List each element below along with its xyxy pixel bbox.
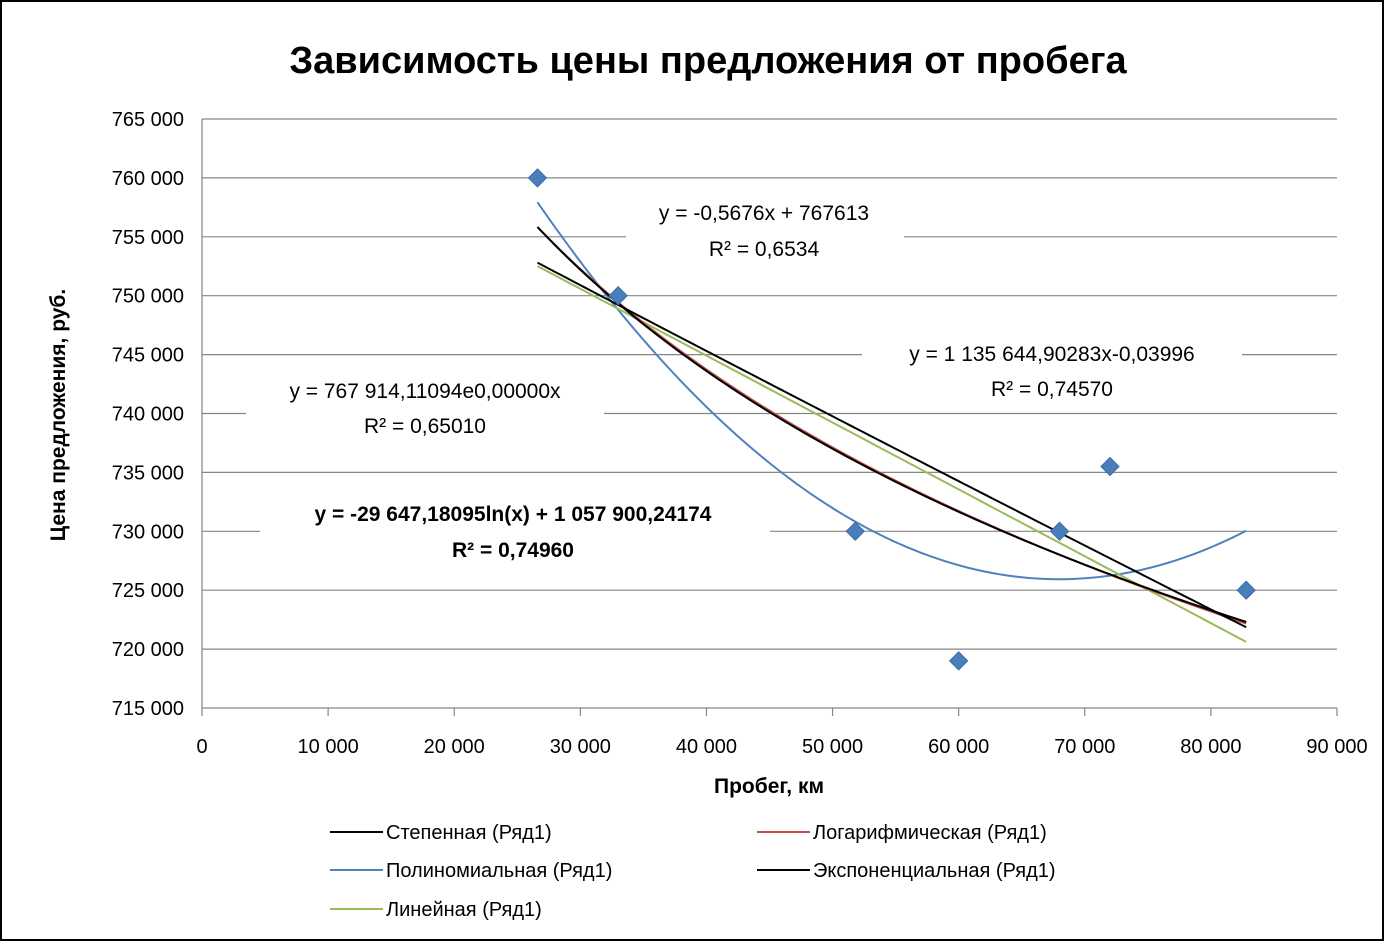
equation-power-r2: R² = 0,74570 — [991, 378, 1113, 401]
x-tick-labels: 0 10 000 20 000 30 000 40 000 50 000 60 000 70 … — [196, 736, 1367, 758]
data-point — [608, 285, 628, 306]
data-point — [1236, 580, 1256, 600]
legend-label-poly: Полиномиальная (Ряд1) — [386, 860, 612, 882]
equation-linear-formula: y = -0,5676x + 767613 — [659, 202, 869, 225]
y-tick-label: 765 000 — [112, 109, 184, 131]
trendlines — [536, 201, 1247, 643]
legend-label-log: Логарифмическая (Ряд1) — [813, 822, 1047, 844]
x-axis-title: Пробег, км — [714, 775, 824, 798]
equation-linear: y = -0,5676x + 767613 R² = 0,6534 — [626, 194, 904, 268]
x-tick-label: 40 000 — [676, 736, 737, 758]
y-axis-title: Цена предложения, руб. — [47, 289, 70, 541]
legend-item-power: Степенная (Ряд1) — [330, 822, 552, 844]
legend-item-linear: Линейная (Ряд1) — [330, 899, 542, 921]
y-tick-label: 760 000 — [112, 168, 184, 190]
y-tick-label: 715 000 — [112, 698, 184, 720]
trendline-linear — [536, 265, 1247, 643]
y-tick-label: 730 000 — [112, 521, 184, 543]
legend-label-linear: Линейная (Ряд1) — [386, 899, 542, 921]
equation-power-formula: y = 1 135 644,90283x-0,03996 — [909, 343, 1195, 366]
y-tick-label: 755 000 — [112, 227, 184, 249]
x-tick-label: 0 — [196, 736, 207, 758]
equation-linear-r2: R² = 0,6534 — [709, 238, 820, 261]
data-point — [1100, 456, 1120, 477]
trendline-exp — [536, 261, 1247, 629]
y-tick-label: 725 000 — [112, 580, 184, 602]
y-tick-label: 735 000 — [112, 462, 184, 484]
trendline-poly2 — [536, 201, 1247, 581]
x-tick-label: 60 000 — [928, 736, 989, 758]
legend-label-power: Степенная (Ряд1) — [386, 822, 552, 844]
data-points — [527, 168, 1256, 671]
trendline-power — [536, 226, 1247, 623]
x-tick-label: 50 000 — [802, 736, 863, 758]
y-tick-label: 750 000 — [112, 286, 184, 308]
y-tick-label: 720 000 — [112, 639, 184, 661]
x-tick-label: 80 000 — [1180, 736, 1241, 758]
equation-logarithmic-r2: R² = 0,74960 — [452, 539, 574, 562]
legend: Степенная (Ряд1) Логарифмическая (Ряд1) … — [330, 822, 1056, 921]
x-tick-label: 10 000 — [298, 736, 359, 758]
y-tick-label: 740 000 — [112, 404, 184, 426]
legend-item-exp: Экспоненциальная (Ряд1) — [757, 860, 1056, 882]
data-point — [527, 168, 548, 188]
equation-exponential-formula: y = 767 914,11094e0,00000x — [289, 380, 561, 403]
legend-item-poly: Полиномиальная (Ряд1) — [330, 860, 612, 882]
equation-exponential: y = 767 914,11094e0,00000x R² = 0,65010 — [246, 372, 604, 442]
x-tick-label: 20 000 — [424, 736, 485, 758]
legend-label-exp: Экспоненциальная (Ряд1) — [813, 860, 1056, 882]
equation-power: y = 1 135 644,90283x-0,03996 R² = 0,7457… — [862, 336, 1242, 406]
x-tick-label: 90 000 — [1306, 736, 1367, 758]
equation-logarithmic-formula: y = -29 647,18095ln(x) + 1 057 900,24174 — [315, 503, 712, 526]
legend-item-log: Логарифмическая (Ряд1) — [757, 822, 1047, 844]
data-point — [845, 521, 865, 542]
equation-logarithmic: y = -29 647,18095ln(x) + 1 057 900,24174… — [260, 494, 770, 568]
x-tick-label: 30 000 — [550, 736, 611, 758]
x-tick-label: 70 000 — [1054, 736, 1115, 758]
y-tick-label: 745 000 — [112, 345, 184, 367]
data-point — [948, 651, 969, 671]
equation-exponential-r2: R² = 0,65010 — [364, 415, 486, 438]
data-point — [1049, 521, 1070, 542]
chart-title: Зависимость цены предложения от пробега — [289, 40, 1127, 82]
y-tick-labels: 715 000 720 000 725 000 730 000 735 000 740 0… — [112, 109, 184, 720]
